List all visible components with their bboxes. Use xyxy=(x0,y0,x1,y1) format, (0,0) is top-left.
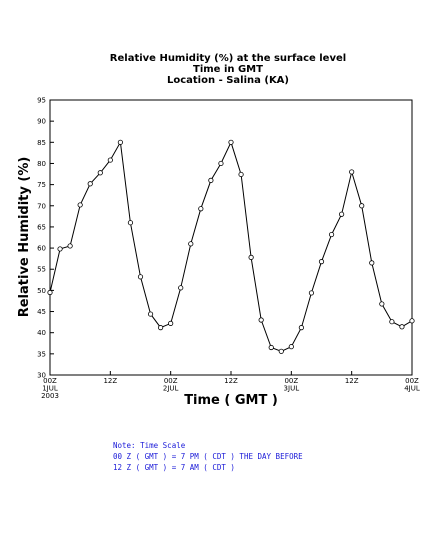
y-tick-label: 85 xyxy=(37,139,46,147)
data-point xyxy=(47,289,53,296)
data-point xyxy=(218,160,224,167)
x-tick-label: 3JUL xyxy=(284,385,300,393)
y-tick-label: 50 xyxy=(37,287,46,295)
data-point xyxy=(298,325,304,331)
y-tick-label: 70 xyxy=(37,202,46,210)
data-point xyxy=(339,211,345,217)
x-tick-label: 00Z xyxy=(284,377,298,385)
data-point xyxy=(369,260,375,266)
note-line-3: 12 Z ( GMT ) = 7 AM ( CDT ) xyxy=(113,463,235,472)
y-tick-label: 75 xyxy=(37,181,46,189)
y-tick-label: 40 xyxy=(37,329,46,337)
y-tick-label: 30 xyxy=(37,372,46,380)
x-tick-label: 00Z xyxy=(43,377,57,385)
data-point xyxy=(198,206,204,212)
humidity-series-points xyxy=(47,139,415,354)
x-tick-label: 12Z xyxy=(345,377,359,385)
data-point xyxy=(308,290,315,296)
y-axis: 30 35 40 45 50 55 60 65 70 75 80 85 90 95 xyxy=(37,97,54,380)
data-point xyxy=(258,317,264,323)
data-point xyxy=(318,259,325,265)
data-point xyxy=(349,169,355,175)
data-point xyxy=(137,274,144,280)
chart-title-line-1: Relative Humidity (%) at the surface lev… xyxy=(110,53,346,64)
data-point xyxy=(248,254,254,260)
data-point xyxy=(238,171,244,178)
data-point xyxy=(379,301,385,307)
y-tick-label: 60 xyxy=(37,245,46,253)
data-point xyxy=(67,243,73,249)
chart-title-line-2: Time in GMT xyxy=(193,64,263,75)
y-tick-label: 65 xyxy=(37,223,46,231)
data-point xyxy=(268,344,274,351)
data-point xyxy=(389,319,395,325)
data-point xyxy=(158,325,164,331)
y-axis-title: Relative Humidity (%) xyxy=(17,157,32,318)
x-tick-label: 12Z xyxy=(224,377,238,385)
data-point xyxy=(208,177,214,183)
x-axis-title: Time ( GMT ) xyxy=(184,393,278,408)
data-point xyxy=(399,324,405,330)
data-point xyxy=(57,246,63,252)
y-tick-label: 55 xyxy=(37,266,46,274)
data-point xyxy=(409,318,415,324)
x-tick-label: 12Z xyxy=(103,377,117,385)
x-tick-label: 1JUL xyxy=(42,385,58,393)
x-tick-label: 2003 xyxy=(41,392,59,400)
x-tick-label: 4JUL xyxy=(404,385,420,393)
data-point xyxy=(107,157,113,163)
data-point xyxy=(288,344,294,350)
x-tick-label: 00Z xyxy=(405,377,419,385)
time-scale-note: Note: Time Scale 00 Z ( GMT ) = 7 PM ( CD… xyxy=(113,440,303,473)
data-point xyxy=(97,170,103,176)
note-line-2: 00 Z ( GMT ) = 7 PM ( CDT ) THE DAY BEFO… xyxy=(113,452,303,461)
chart-title-line-3: Location - Salina (KA) xyxy=(167,75,289,86)
data-point xyxy=(87,181,93,187)
y-tick-label: 80 xyxy=(37,160,46,168)
data-point xyxy=(228,139,234,145)
data-point xyxy=(127,220,134,226)
data-point xyxy=(278,348,284,354)
data-point xyxy=(147,311,154,317)
x-tick-label: 2JUL xyxy=(163,385,179,393)
data-point xyxy=(178,285,184,291)
data-point xyxy=(168,320,174,326)
data-point xyxy=(188,241,194,247)
y-tick-label: 45 xyxy=(37,308,46,316)
note-line-1: Note: Time Scale xyxy=(113,441,186,450)
humidity-series-line xyxy=(49,140,413,352)
data-point xyxy=(117,139,123,145)
x-tick-label: 00Z xyxy=(164,377,178,385)
data-point xyxy=(328,231,335,238)
y-tick-label: 35 xyxy=(37,350,46,358)
data-point xyxy=(77,202,83,208)
y-tick-label: 95 xyxy=(37,97,46,105)
data-point xyxy=(359,203,365,209)
y-tick-label: 90 xyxy=(37,118,46,126)
